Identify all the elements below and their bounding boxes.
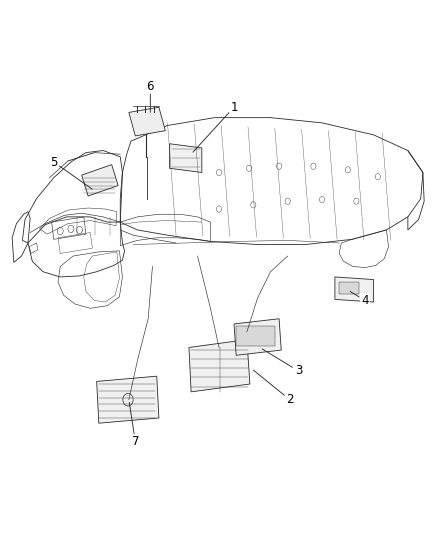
Polygon shape [97, 376, 159, 423]
Polygon shape [189, 340, 250, 392]
Text: 4: 4 [361, 294, 369, 307]
FancyBboxPatch shape [339, 282, 358, 294]
Polygon shape [170, 144, 202, 173]
FancyBboxPatch shape [236, 326, 275, 346]
Text: 3: 3 [295, 365, 302, 377]
Text: 1: 1 [230, 101, 238, 114]
Polygon shape [129, 107, 166, 136]
Text: 5: 5 [50, 156, 57, 168]
Text: 7: 7 [131, 435, 139, 448]
Polygon shape [234, 319, 281, 356]
Text: 6: 6 [147, 80, 154, 93]
Polygon shape [81, 165, 118, 196]
Text: 2: 2 [286, 393, 293, 406]
Polygon shape [335, 277, 374, 302]
